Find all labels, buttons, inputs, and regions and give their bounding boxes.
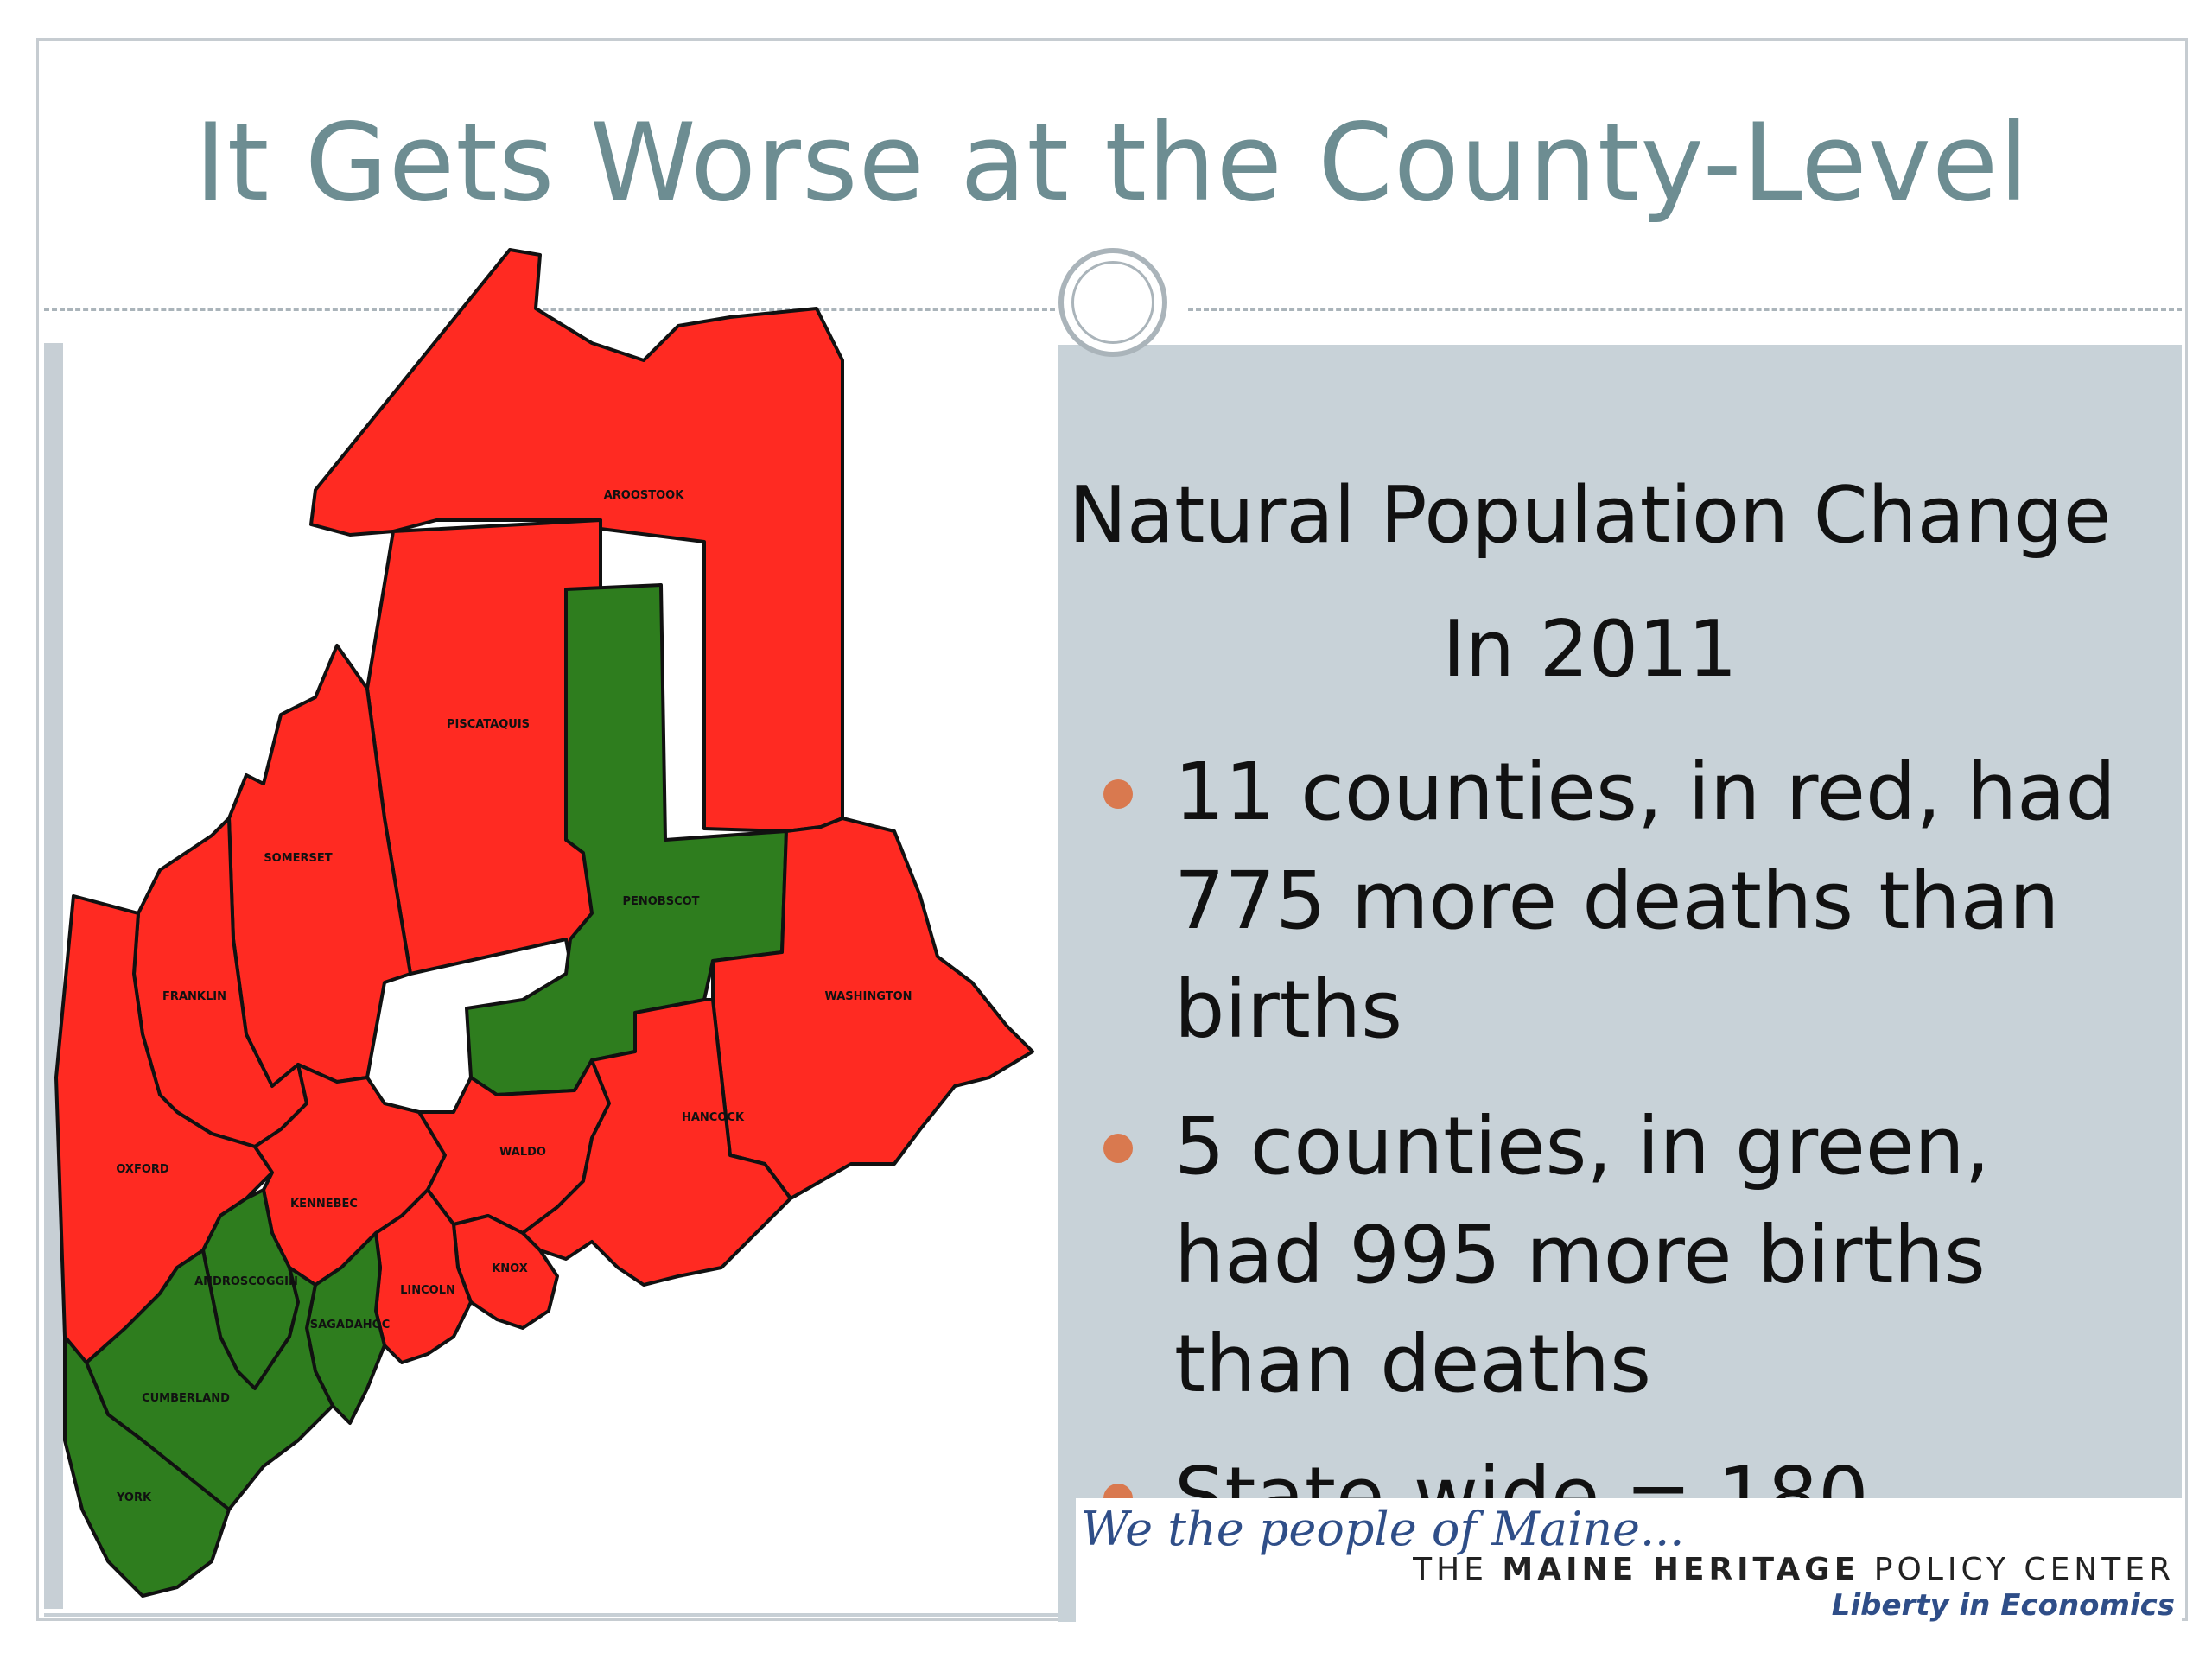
bullet-dot-icon — [1103, 779, 1133, 809]
left-accent-strip — [44, 343, 63, 1609]
county-label-sagadahoc: SAGADAHOC — [310, 1319, 390, 1332]
county-hancock — [521, 998, 792, 1287]
logo: We the people of Maine... THE MAINE HERI… — [1076, 1498, 2182, 1623]
county-label-androscoggin: ANDROSCOGGIN — [194, 1275, 298, 1288]
logo-org-prefix: THE — [1413, 1552, 1503, 1587]
county-label-oxford: OXFORD — [116, 1163, 169, 1176]
county-label-knox: KNOX — [492, 1262, 528, 1275]
logo-org-bold: MAINE HERITAGE — [1502, 1552, 1860, 1587]
panel-subheading: In 2011 — [1442, 604, 1738, 695]
county-label-cumberland: CUMBERLAND — [142, 1392, 230, 1405]
county-label-hancock: HANCOCK — [682, 1111, 745, 1124]
slide: It Gets Worse at the County-Level Natura… — [36, 38, 2188, 1623]
county-york — [63, 1335, 231, 1598]
divider-right — [1188, 308, 2182, 311]
bullet-text: 11 counties, in red, had 775 more deaths… — [1174, 746, 2116, 1056]
panel-heading: Natural Population Change — [1068, 470, 2112, 561]
county-label-aroostook: AROOSTOOK — [604, 489, 685, 502]
county-label-franklin: FRANKLIN — [162, 990, 226, 1003]
county-label-somerset: SOMERSET — [264, 852, 332, 865]
county-label-piscataquis: PISCATAQUIS — [447, 718, 530, 731]
county-label-kennebec: KENNEBEC — [290, 1198, 358, 1211]
divider-left — [44, 308, 1055, 311]
county-label-york: YORK — [116, 1491, 152, 1504]
bullet-dot-icon — [1103, 1134, 1133, 1163]
circle-ornament-icon — [1058, 248, 1167, 357]
logo-tagline: Liberty in Economics — [1831, 1588, 2175, 1623]
slide-title: It Gets Worse at the County-Level — [194, 101, 2030, 226]
logo-org-name: THE MAINE HERITAGE POLICY CENTER — [1413, 1552, 2175, 1587]
county-label-waldo: WALDO — [499, 1146, 546, 1159]
county-label-penobscot: PENOBSCOT — [622, 895, 699, 908]
bullet-item: 11 counties, in red, had 775 more deaths… — [1103, 738, 2123, 1065]
logo-org-suffix: POLICY CENTER — [1859, 1552, 2175, 1587]
bullet-text: 5 counties, in green, had 995 more birth… — [1174, 1100, 1990, 1410]
county-label-lincoln: LINCOLN — [400, 1284, 455, 1297]
logo-script: We the people of Maine... — [1081, 1502, 1685, 1556]
text-panel: Natural Population Change In 2011 11 cou… — [1058, 345, 2182, 1622]
bottom-accent-line — [44, 1613, 1064, 1617]
county-label-washington: WASHINGTON — [824, 990, 912, 1003]
maine-county-map: AROOSTOOK PISCATAQUIS SOMERSET PENOBSCOT FRA… — [54, 248, 1034, 1598]
bullet-item: 5 counties, in green, had 995 more birth… — [1103, 1092, 2123, 1419]
